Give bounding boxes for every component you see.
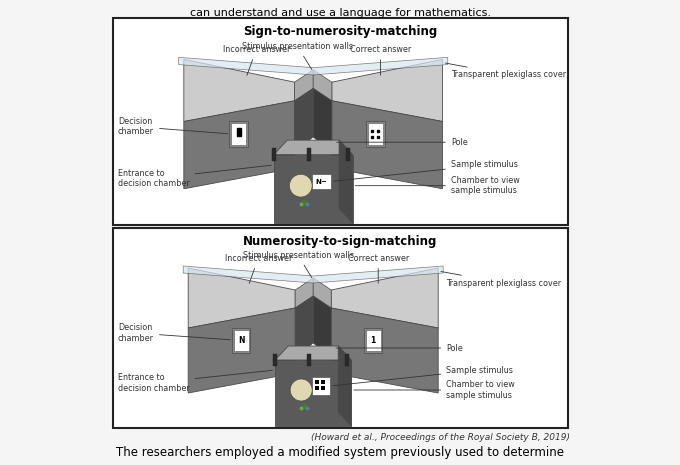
Polygon shape (183, 266, 443, 283)
Bar (367, 123, 383, 145)
Bar (272, 148, 276, 161)
Polygon shape (275, 346, 351, 360)
Polygon shape (274, 140, 352, 155)
Bar (346, 148, 350, 161)
Polygon shape (179, 57, 447, 75)
Bar (273, 354, 277, 366)
Bar (307, 148, 311, 161)
Bar (231, 123, 246, 145)
Bar (275, 360, 351, 426)
Polygon shape (332, 101, 443, 189)
Polygon shape (313, 278, 331, 308)
Polygon shape (339, 140, 352, 223)
Text: Chamber to view
sample stimulus: Chamber to view sample stimulus (354, 380, 515, 400)
Polygon shape (184, 60, 294, 121)
Text: 1: 1 (371, 336, 376, 345)
Polygon shape (294, 70, 313, 101)
Bar (307, 354, 311, 366)
Text: (Howard et al., Proceedings of the Royal Society B, 2019): (Howard et al., Proceedings of the Royal… (311, 433, 570, 442)
Circle shape (290, 379, 312, 401)
Polygon shape (332, 60, 443, 121)
Polygon shape (338, 346, 351, 426)
Polygon shape (313, 70, 332, 101)
Bar (232, 327, 250, 352)
Text: Incorrect answer: Incorrect answer (222, 45, 290, 75)
Text: Transparent plexiglass cover: Transparent plexiglass cover (441, 272, 561, 287)
Polygon shape (331, 308, 438, 393)
Bar (366, 121, 385, 147)
Polygon shape (184, 101, 294, 189)
Bar (364, 327, 382, 352)
Text: Decision
chamber: Decision chamber (118, 117, 228, 136)
Text: can understand and use a language for mathematics.: can understand and use a language for ma… (190, 8, 490, 18)
Text: Entrance to
decision chamber: Entrance to decision chamber (118, 370, 273, 393)
Bar (312, 174, 330, 189)
Text: N: N (238, 336, 244, 345)
FancyBboxPatch shape (113, 18, 568, 225)
Text: Pole: Pole (337, 138, 468, 146)
Polygon shape (313, 296, 331, 358)
Bar (316, 380, 319, 384)
Text: Stimulus presentation walls: Stimulus presentation walls (243, 251, 354, 278)
Polygon shape (295, 278, 313, 308)
Text: Sign-to-numerosity-matching: Sign-to-numerosity-matching (243, 25, 438, 38)
Polygon shape (188, 268, 295, 328)
Text: Transparent plexiglass cover: Transparent plexiglass cover (445, 63, 566, 80)
Bar (366, 330, 381, 351)
Bar (345, 354, 350, 366)
Circle shape (290, 174, 312, 197)
Text: Entrance to
decision chamber: Entrance to decision chamber (118, 165, 271, 188)
Bar (321, 386, 325, 390)
Text: Correct answer: Correct answer (347, 254, 409, 283)
Text: Numerosity-to-sign-matching: Numerosity-to-sign-matching (243, 234, 438, 247)
Bar (229, 121, 248, 147)
Polygon shape (295, 296, 313, 358)
Polygon shape (313, 88, 332, 153)
Text: N~: N~ (316, 179, 327, 185)
Bar (321, 380, 325, 384)
Text: Sample stimulus: Sample stimulus (334, 160, 517, 181)
Polygon shape (294, 88, 313, 153)
Text: Correct answer: Correct answer (350, 45, 411, 75)
Text: The researchers employed a modified system previously used to determine: The researchers employed a modified syst… (116, 446, 564, 459)
Text: Decision
chamber: Decision chamber (118, 323, 231, 343)
Text: Pole: Pole (336, 344, 463, 352)
Bar (274, 155, 352, 223)
Text: Chamber to view
sample stimulus: Chamber to view sample stimulus (356, 176, 520, 195)
Bar (316, 386, 319, 390)
Bar (234, 330, 249, 351)
Text: Incorrect answer: Incorrect answer (224, 254, 292, 283)
Text: Stimulus presentation walls: Stimulus presentation walls (242, 42, 353, 69)
Polygon shape (188, 308, 295, 393)
FancyBboxPatch shape (113, 228, 568, 428)
Bar (312, 377, 330, 395)
Polygon shape (331, 268, 438, 328)
Text: Sample stimulus: Sample stimulus (333, 365, 513, 385)
